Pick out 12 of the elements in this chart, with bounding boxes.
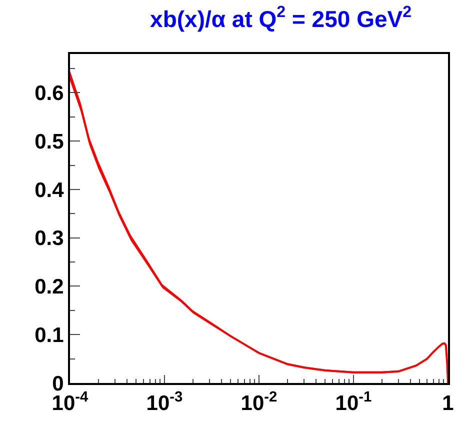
x-tick-label: 10$^{-3}$ <box>146 389 183 416</box>
chart-title: xb(x)/α at Q$^{2}$ = 250 GeV$^{2}$ <box>150 3 412 32</box>
x-tick-label: 10$^{-1}$ <box>335 389 372 416</box>
y-tick-label: 0 <box>52 372 64 396</box>
y-tick-label: 0.6 <box>34 82 64 106</box>
y-tick-label: 0.1 <box>34 324 64 347</box>
y-tick-label: 0.4 <box>34 178 64 202</box>
y-tick-label: 0.2 <box>34 276 64 299</box>
x-tick-label: 10$^{-2}$ <box>240 389 278 416</box>
y-tick-label: 0.3 <box>34 227 64 250</box>
y-tick-label: 0.5 <box>34 130 64 154</box>
x-tick-label: 1 <box>442 392 454 416</box>
